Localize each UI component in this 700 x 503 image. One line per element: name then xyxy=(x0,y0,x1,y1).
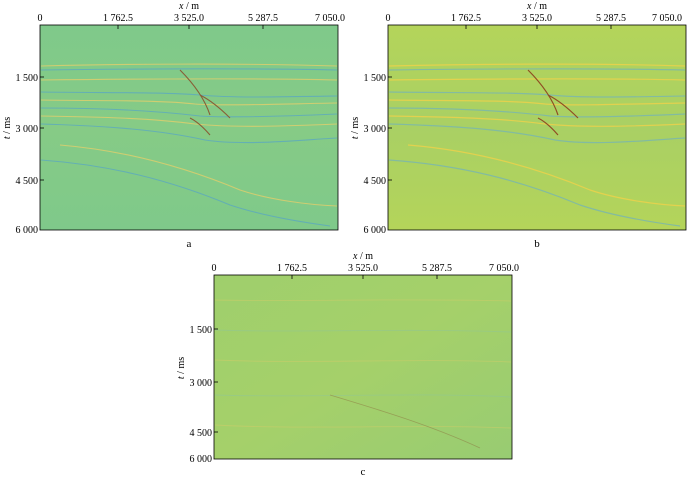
x-tick-a-3: 5 287.5 xyxy=(248,13,278,24)
x-axis-a: 0 1 762.5 3 525.0 5 287.5 7 050.0 x / m xyxy=(38,1,345,29)
x-axis-c: 0 1 762.5 3 525.0 5 287.5 7 050.0 x / m xyxy=(212,251,519,279)
y-tick-c-2: 4 500 xyxy=(190,428,213,439)
y-tick-c-1: 3 000 xyxy=(190,378,213,389)
panel-label-a: a xyxy=(187,238,192,250)
x-tick-c-2: 3 525.0 xyxy=(348,263,378,274)
seismic-image-c xyxy=(213,274,513,460)
x-tick-c-1: 1 762.5 xyxy=(277,263,307,274)
x-tick-c-0: 0 xyxy=(212,263,217,274)
x-axis-title-b: x / m xyxy=(526,1,547,12)
y-axis-a: 1 500 3 000 4 500 6 000 t / ms xyxy=(2,73,44,236)
y-tick-c-0: 1 500 xyxy=(190,325,213,336)
panel-c: 0 1 762.5 3 525.0 5 287.5 7 050.0 x / m … xyxy=(176,251,519,478)
y-axis-title-a: t / ms xyxy=(2,117,13,139)
panel-label-b: b xyxy=(534,238,540,250)
y-tick-a-0: 1 500 xyxy=(16,73,39,84)
y-tick-b-3: 6 000 xyxy=(364,225,387,236)
y-axis-title-c: t / ms xyxy=(176,357,187,379)
x-tick-c-4: 7 050.0 xyxy=(489,263,519,274)
y-tick-a-2: 4 500 xyxy=(16,176,39,187)
y-axis-c: 1 500 3 000 4 500 6 000 t / ms xyxy=(176,325,218,465)
x-tick-a-0: 0 xyxy=(38,13,43,24)
y-tick-b-2: 4 500 xyxy=(364,176,387,187)
panel-a: 0 1 762.5 3 525.0 5 287.5 7 050.0 x / m … xyxy=(2,1,345,250)
x-tick-a-1: 1 762.5 xyxy=(103,13,133,24)
x-axis-b: 0 1 762.5 3 525.0 5 287.5 7 050.0 x / m xyxy=(386,1,682,29)
panel-b: 0 1 762.5 3 525.0 5 287.5 7 050.0 x / m … xyxy=(350,1,687,250)
y-tick-c-3: 6 000 xyxy=(190,454,213,465)
seismic-image-a xyxy=(39,24,339,231)
x-axis-title-c: x / m xyxy=(352,251,373,262)
x-axis-title-a: x / m xyxy=(178,1,199,12)
x-tick-c-3: 5 287.5 xyxy=(422,263,452,274)
seismic-reflectors-a xyxy=(40,63,338,227)
y-tick-b-1: 3 000 xyxy=(364,124,387,135)
x-tick-a-2: 3 525.0 xyxy=(174,13,204,24)
y-tick-a-1: 3 000 xyxy=(16,124,39,135)
x-tick-b-2: 3 525.0 xyxy=(522,13,552,24)
y-tick-a-3: 6 000 xyxy=(16,225,39,236)
x-tick-b-3: 5 287.5 xyxy=(596,13,626,24)
x-tick-a-4: 7 050.0 xyxy=(315,13,345,24)
y-axis-title-b: t / ms xyxy=(350,117,361,139)
x-tick-b-1: 1 762.5 xyxy=(451,13,481,24)
seismic-reflectors-b xyxy=(388,63,686,227)
panel-label-c: c xyxy=(361,466,366,478)
x-tick-b-4: 7 050.0 xyxy=(652,13,682,24)
seismic-image-b xyxy=(387,24,687,231)
seismic-noise-c xyxy=(214,299,512,449)
x-tick-b-0: 0 xyxy=(386,13,391,24)
y-axis-b: 1 500 3 000 4 500 6 000 t / ms xyxy=(350,73,392,236)
y-tick-b-0: 1 500 xyxy=(364,73,387,84)
